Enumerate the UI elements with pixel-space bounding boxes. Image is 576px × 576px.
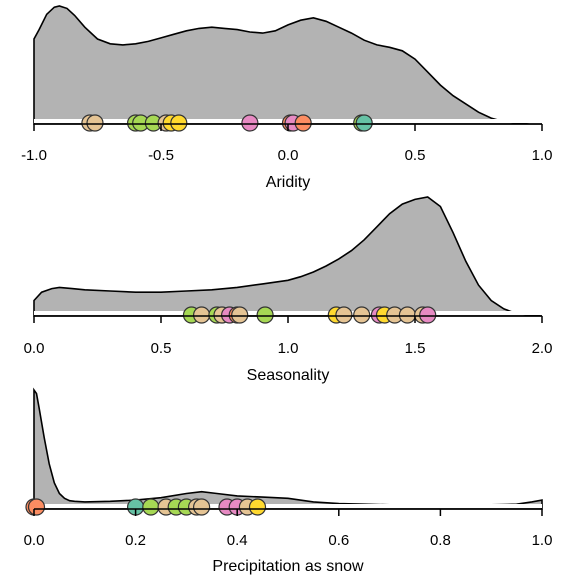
aridity-point (355, 114, 373, 132)
aridity-point (241, 114, 259, 132)
seasonality-point (231, 306, 249, 324)
seasonality-ticks: 0.0 0.5 1.0 1.5 2.0 (24, 316, 553, 357)
snow-point (27, 498, 46, 516)
seasonality-point (193, 306, 211, 324)
aridity-point (170, 114, 188, 132)
panel-aridity: -1.0 -0.5 0.0 0.5 1.0 Aridity (21, 5, 552, 191)
snow-tick-label: 0.4 (227, 532, 248, 549)
aridity-point (294, 114, 312, 132)
aridity-ticks: -1.0 -0.5 0.0 0.5 1.0 (21, 124, 552, 164)
snow-axis-title: Precipitation as snow (212, 558, 364, 575)
seasonality-point (256, 306, 274, 324)
snow-point (142, 498, 160, 516)
seasonality-density-area (33, 196, 543, 317)
aridity-tick-label: 0.5 (405, 147, 426, 164)
panel-seasonality: 0.0 0.5 1.0 1.5 2.0 Seasonality (24, 196, 553, 384)
snow-tick-label: 1.0 (532, 532, 553, 549)
aridity-tick-label: 1.0 (532, 147, 553, 164)
seasonality-point (353, 306, 371, 324)
seasonality-point (419, 306, 437, 324)
snow-point (193, 498, 211, 516)
seasonality-tick-label: 2.0 (532, 340, 553, 357)
aridity-point (86, 114, 104, 132)
aridity-tick-label: -0.5 (148, 147, 174, 164)
snow-point (248, 498, 267, 516)
snow-tick-label: 0.6 (328, 532, 349, 549)
aridity-density-area (33, 5, 542, 125)
aridity-tick-label: -1.0 (21, 147, 47, 164)
seasonality-tick-label: 0.5 (151, 340, 172, 357)
aridity-tick-label: 0.0 (278, 147, 299, 164)
snow-density-area (33, 387, 543, 510)
aridity-axis-title: Aridity (266, 174, 310, 191)
panel-snow: 0.0 0.2 0.4 0.6 0.8 1.0 Precipitation as snow (24, 387, 553, 575)
seasonality-tick-label: 0.0 (24, 340, 45, 357)
snow-tick-label: 0.8 (430, 532, 451, 549)
aridity-points (81, 114, 373, 132)
seasonality-points (182, 306, 437, 324)
snow-tick-label: 0.2 (125, 532, 146, 549)
snow-tick-label: 0.0 (24, 532, 45, 549)
snow-ticks: 0.0 0.2 0.4 0.6 0.8 1.0 (24, 509, 553, 549)
seasonality-point (398, 306, 416, 324)
seasonality-tick-label: 1.5 (405, 340, 426, 357)
seasonality-tick-label: 1.0 (278, 340, 299, 357)
seasonality-point (335, 306, 353, 324)
seasonality-axis-title: Seasonality (247, 367, 330, 384)
